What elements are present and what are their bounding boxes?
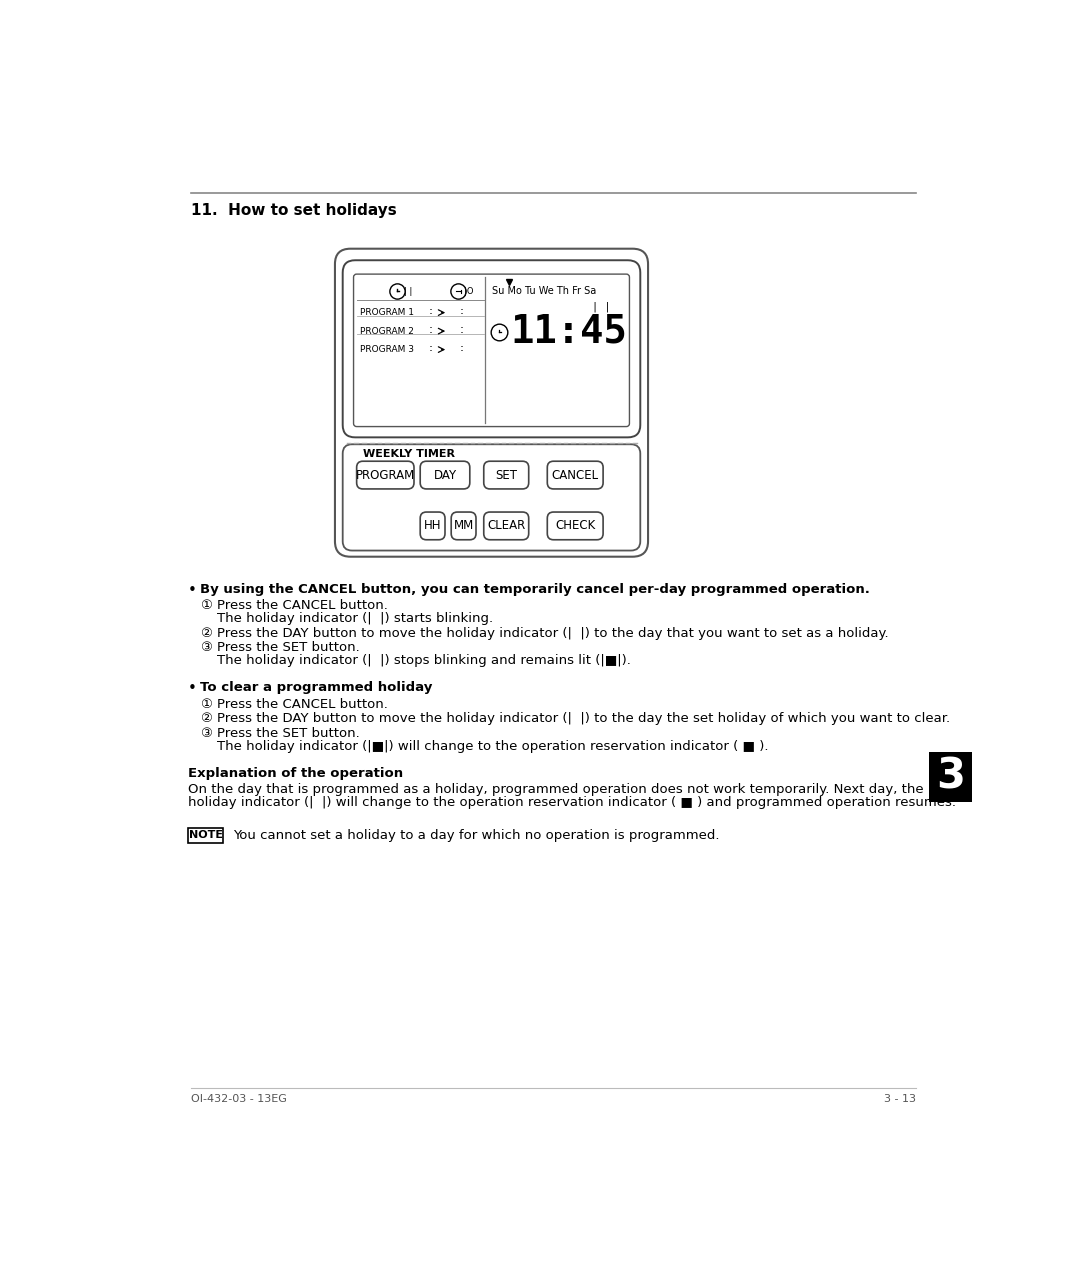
Bar — [929, 752, 972, 801]
Text: |O: |O — [464, 287, 474, 296]
Text: ②: ② — [200, 712, 212, 726]
Text: CANCEL: CANCEL — [552, 469, 598, 482]
FancyBboxPatch shape — [420, 461, 470, 489]
Text: PROGRAM: PROGRAM — [355, 469, 415, 482]
Text: HH: HH — [423, 520, 442, 532]
Text: Su Mo Tu We Th Fr Sa: Su Mo Tu We Th Fr Sa — [491, 286, 596, 296]
Text: CHECK: CHECK — [555, 520, 595, 532]
Text: ·: · — [429, 308, 433, 321]
Text: | |: | | — [592, 301, 611, 312]
Text: ①: ① — [200, 698, 212, 710]
FancyBboxPatch shape — [420, 512, 445, 540]
FancyBboxPatch shape — [342, 444, 640, 551]
FancyBboxPatch shape — [484, 512, 529, 540]
Text: SET: SET — [496, 469, 517, 482]
Bar — [188, 828, 224, 843]
Text: Press the CANCEL button.: Press the CANCEL button. — [217, 698, 388, 710]
Text: ①: ① — [200, 599, 212, 612]
FancyBboxPatch shape — [451, 512, 476, 540]
Text: CLEAR: CLEAR — [487, 520, 525, 532]
Text: Explanation of the operation: Explanation of the operation — [188, 767, 403, 780]
Text: ·: · — [429, 303, 433, 317]
Text: The holiday indicator (|  |) starts blinking.: The holiday indicator (| |) starts blink… — [217, 612, 494, 626]
FancyBboxPatch shape — [342, 260, 640, 437]
Text: 3 - 13: 3 - 13 — [885, 1093, 916, 1103]
Text: ·: · — [429, 322, 433, 335]
Text: ·: · — [460, 341, 464, 354]
Text: ·: · — [460, 345, 464, 359]
Text: WEEKLY TIMER: WEEKLY TIMER — [363, 449, 455, 459]
Text: Press the CANCEL button.: Press the CANCEL button. — [217, 599, 388, 612]
FancyBboxPatch shape — [548, 512, 603, 540]
Text: The holiday indicator (|■|) will change to the operation reservation indicator (: The holiday indicator (|■|) will change … — [217, 739, 769, 753]
Text: DAY: DAY — [433, 469, 457, 482]
Text: By using the CANCEL button, you can temporarily cancel per-day programmed operat: By using the CANCEL button, you can temp… — [200, 583, 870, 595]
Text: 11.  How to set holidays: 11. How to set holidays — [191, 202, 396, 217]
Text: •: • — [188, 681, 197, 696]
Text: ·: · — [460, 308, 464, 321]
Text: MM: MM — [454, 520, 474, 532]
Text: On the day that is programmed as a holiday, programmed operation does not work t: On the day that is programmed as a holid… — [188, 784, 923, 796]
Text: •: • — [188, 583, 197, 598]
Text: PROGRAM 2: PROGRAM 2 — [360, 326, 414, 335]
Text: ·: · — [429, 341, 433, 354]
Text: PROGRAM 3: PROGRAM 3 — [360, 345, 414, 354]
Text: ·: · — [429, 327, 433, 340]
Text: Press the DAY button to move the holiday indicator (|  |) to the day that you wa: Press the DAY button to move the holiday… — [217, 627, 889, 640]
FancyBboxPatch shape — [484, 461, 529, 489]
Text: You cannot set a holiday to a day for which no operation is programmed.: You cannot set a holiday to a day for wh… — [232, 829, 719, 842]
Text: Press the SET button.: Press the SET button. — [217, 641, 360, 655]
Text: The holiday indicator (|  |) stops blinking and remains lit (|■|).: The holiday indicator (| |) stops blinki… — [217, 655, 631, 667]
Text: Press the SET button.: Press the SET button. — [217, 727, 360, 739]
Text: ·: · — [460, 322, 464, 335]
FancyBboxPatch shape — [335, 249, 648, 556]
Text: 11:45: 11:45 — [511, 313, 627, 351]
Text: PROGRAM 1: PROGRAM 1 — [360, 308, 414, 317]
Text: ③: ③ — [200, 641, 212, 655]
Text: ③: ③ — [200, 727, 212, 739]
FancyBboxPatch shape — [356, 461, 414, 489]
Text: 3: 3 — [935, 756, 964, 798]
Text: | |: | | — [404, 287, 411, 296]
Text: ·: · — [429, 345, 433, 359]
Text: To clear a programmed holiday: To clear a programmed holiday — [200, 681, 432, 694]
Text: ·: · — [460, 303, 464, 317]
Text: OI-432-03 - 13EG: OI-432-03 - 13EG — [191, 1093, 286, 1103]
Text: ·: · — [460, 327, 464, 340]
Text: ②: ② — [200, 627, 212, 640]
FancyBboxPatch shape — [548, 461, 603, 489]
Text: NOTE: NOTE — [189, 830, 222, 841]
Text: Press the DAY button to move the holiday indicator (|  |) to the day the set hol: Press the DAY button to move the holiday… — [217, 712, 950, 726]
Text: holiday indicator (|  |) will change to the operation reservation indicator ( ■ : holiday indicator (| |) will change to t… — [188, 796, 956, 809]
FancyBboxPatch shape — [353, 274, 630, 426]
